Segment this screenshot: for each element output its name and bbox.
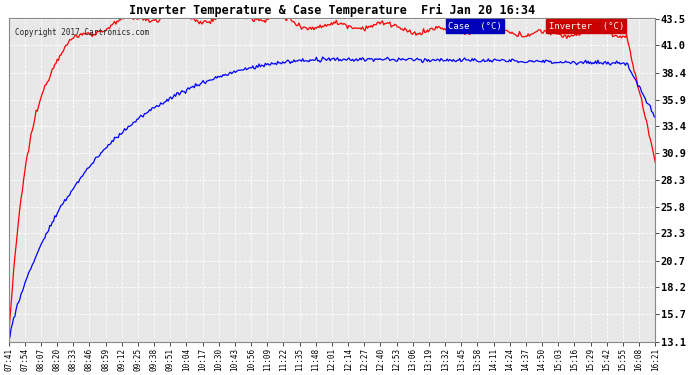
Text: Case  (°C): Case (°C) xyxy=(448,22,502,31)
Text: Inverter  (°C): Inverter (°C) xyxy=(549,22,624,31)
Title: Inverter Temperature & Case Temperature  Fri Jan 20 16:34: Inverter Temperature & Case Temperature … xyxy=(129,4,535,17)
Text: Copyright 2017 Cartronics.com: Copyright 2017 Cartronics.com xyxy=(15,28,149,37)
